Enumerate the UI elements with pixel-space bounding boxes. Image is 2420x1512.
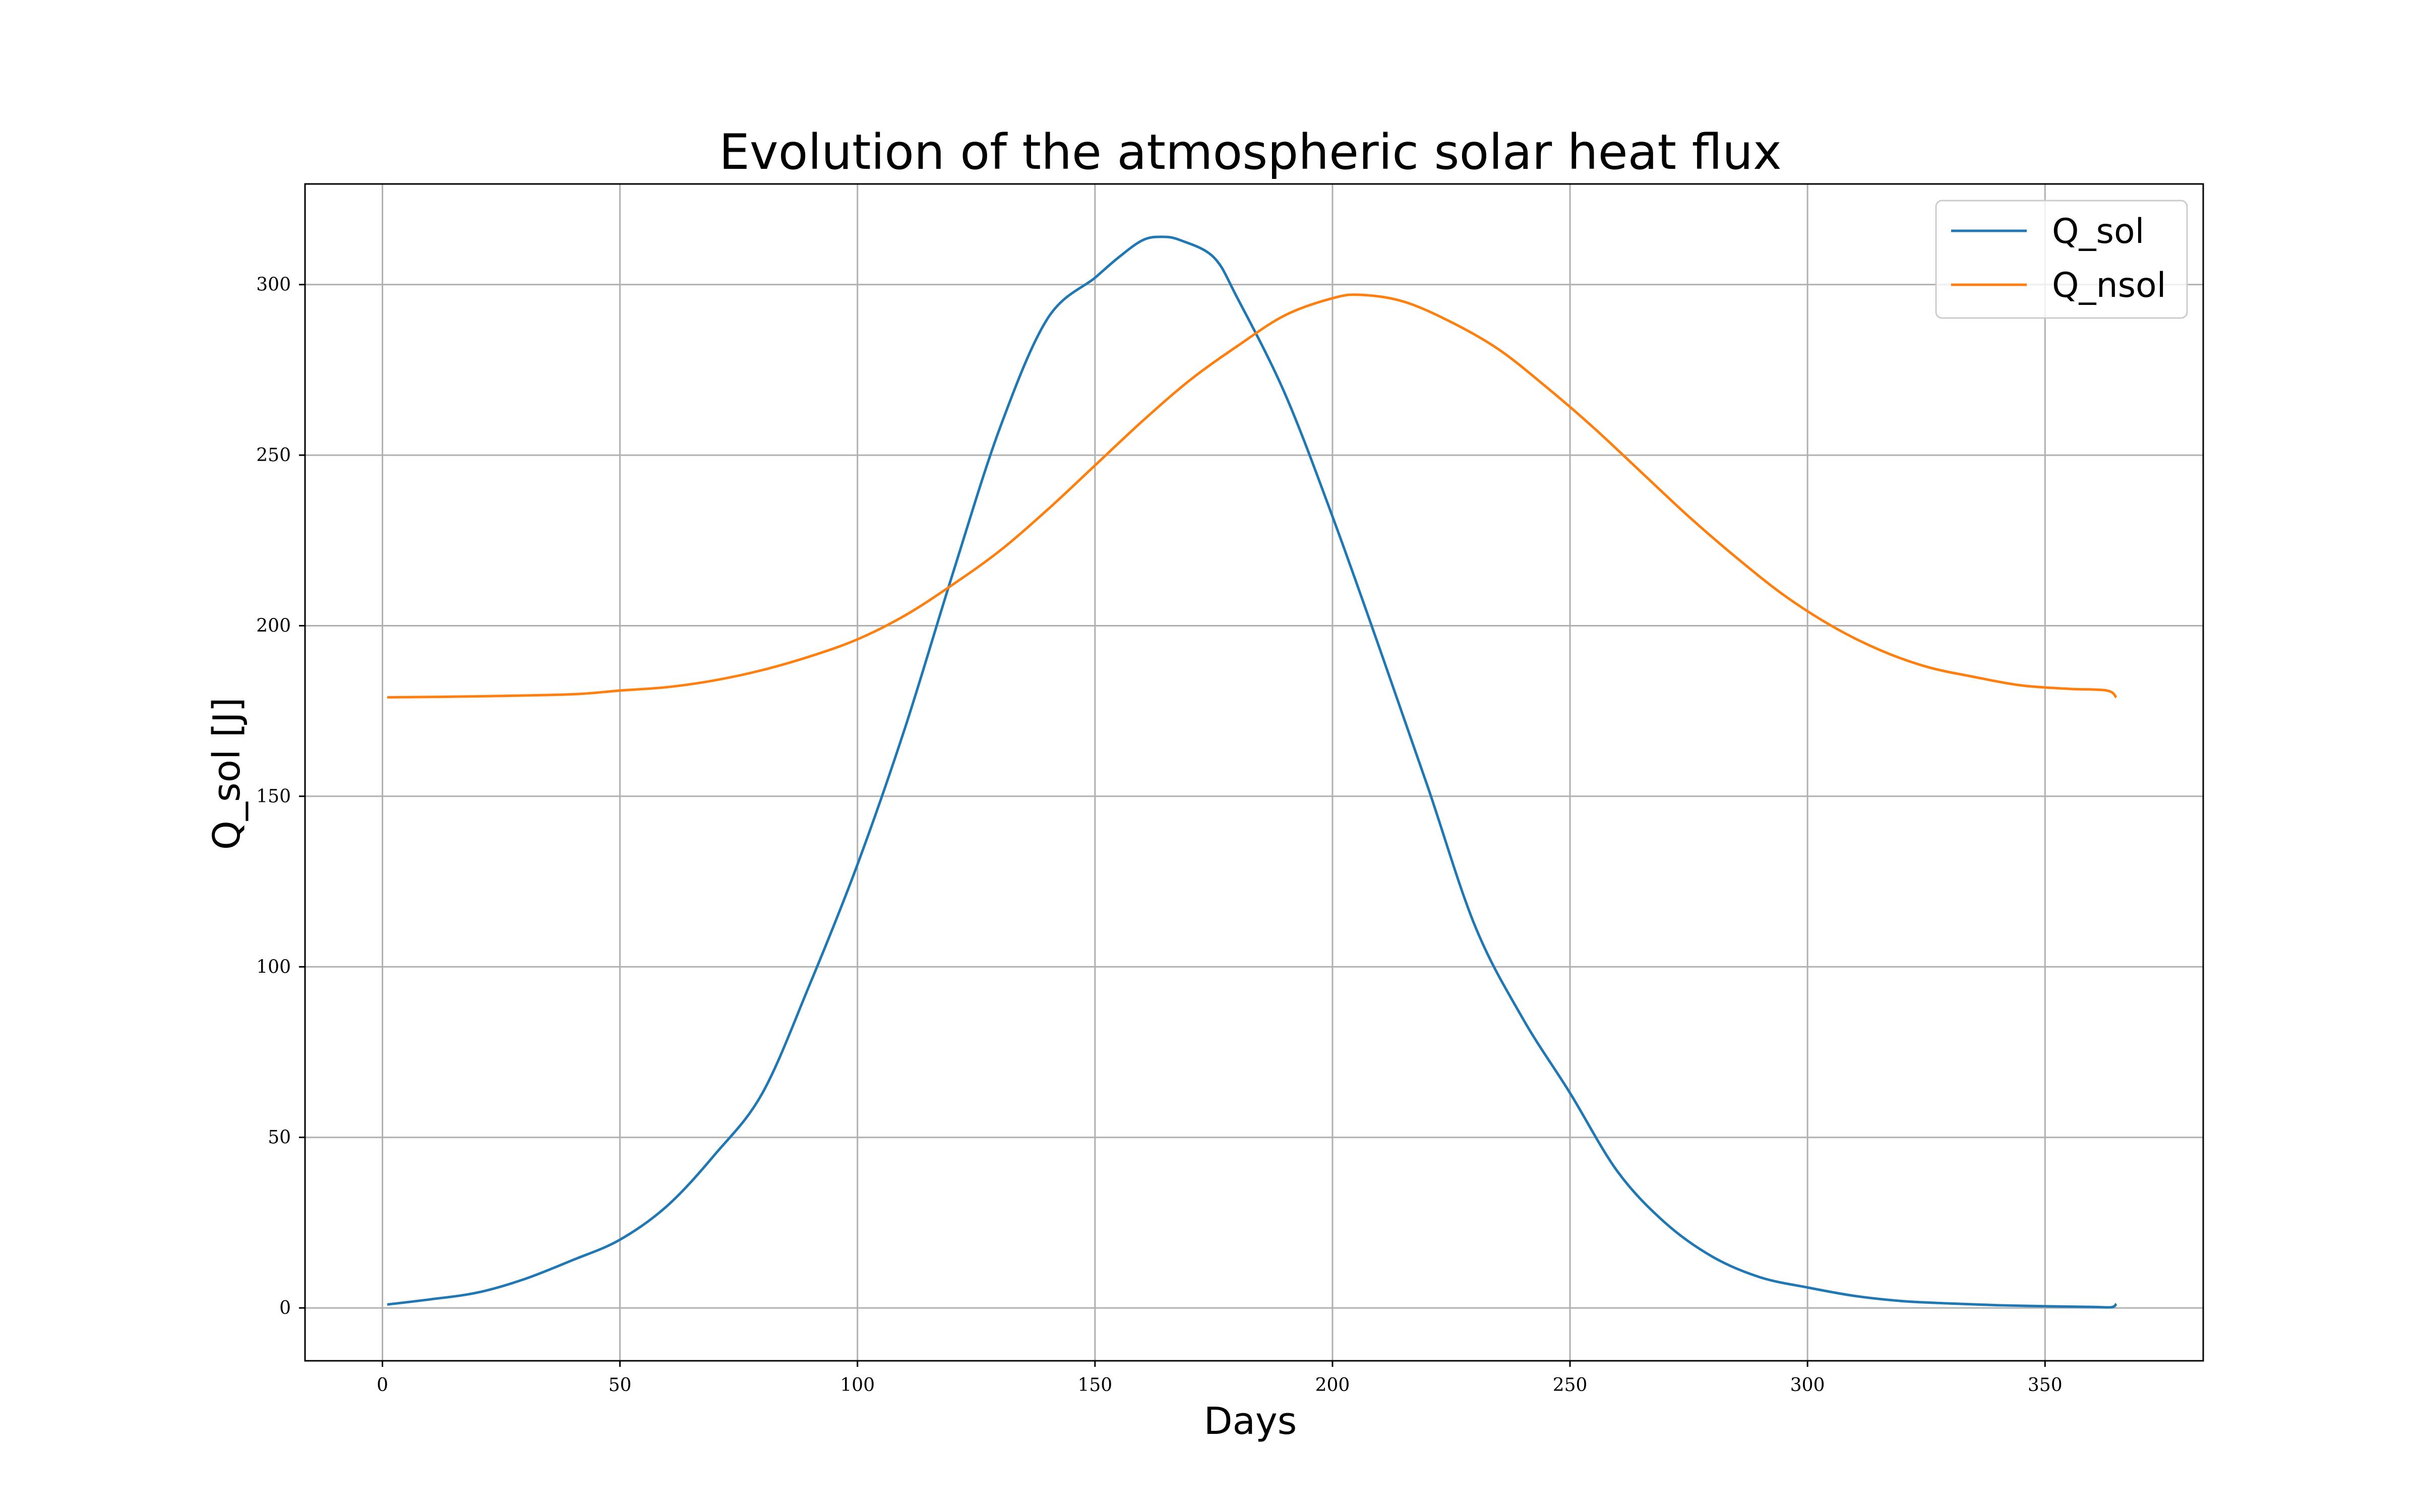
legend-label: Q_sol bbox=[2052, 212, 2144, 251]
plot-frame bbox=[304, 183, 2204, 1362]
x-tick-label: 50 bbox=[609, 1375, 632, 1396]
y-axis-label: Q_sol [J] bbox=[205, 698, 249, 850]
y-tick-label: 300 bbox=[256, 275, 291, 295]
chart-title: Evolution of the atmospheric solar heat … bbox=[719, 124, 1782, 180]
x-tick-label: 250 bbox=[1553, 1375, 1588, 1396]
legend: Q_sol Q_nsol bbox=[1935, 200, 2188, 319]
y-tick-label: 250 bbox=[256, 445, 291, 466]
x-tick-label: 150 bbox=[1078, 1375, 1113, 1396]
y-axis-ticks: 0 50 100 150 200 250 300 bbox=[256, 275, 305, 1318]
x-tick-label: 100 bbox=[840, 1375, 875, 1396]
x-axis-ticks: 0 50 100 150 200 250 300 350 bbox=[377, 1361, 2063, 1396]
plot-series bbox=[387, 235, 2118, 1309]
series-line-q-nsol bbox=[387, 293, 2118, 699]
x-tick-label: 300 bbox=[1790, 1375, 1825, 1396]
grid bbox=[305, 184, 2203, 1361]
y-tick-label: 50 bbox=[268, 1127, 291, 1148]
x-tick-label: 350 bbox=[2028, 1375, 2063, 1396]
y-tick-label: 100 bbox=[256, 957, 291, 977]
x-tick-label: 0 bbox=[377, 1375, 388, 1396]
legend-label: Q_nsol bbox=[2052, 266, 2166, 305]
series-line-q-sol bbox=[387, 235, 2118, 1309]
x-axis-label: Days bbox=[1204, 1400, 1297, 1443]
y-tick-label: 0 bbox=[279, 1298, 291, 1318]
x-tick-label: 200 bbox=[1315, 1375, 1350, 1396]
y-tick-label: 150 bbox=[256, 786, 291, 807]
y-tick-label: 200 bbox=[256, 615, 291, 636]
